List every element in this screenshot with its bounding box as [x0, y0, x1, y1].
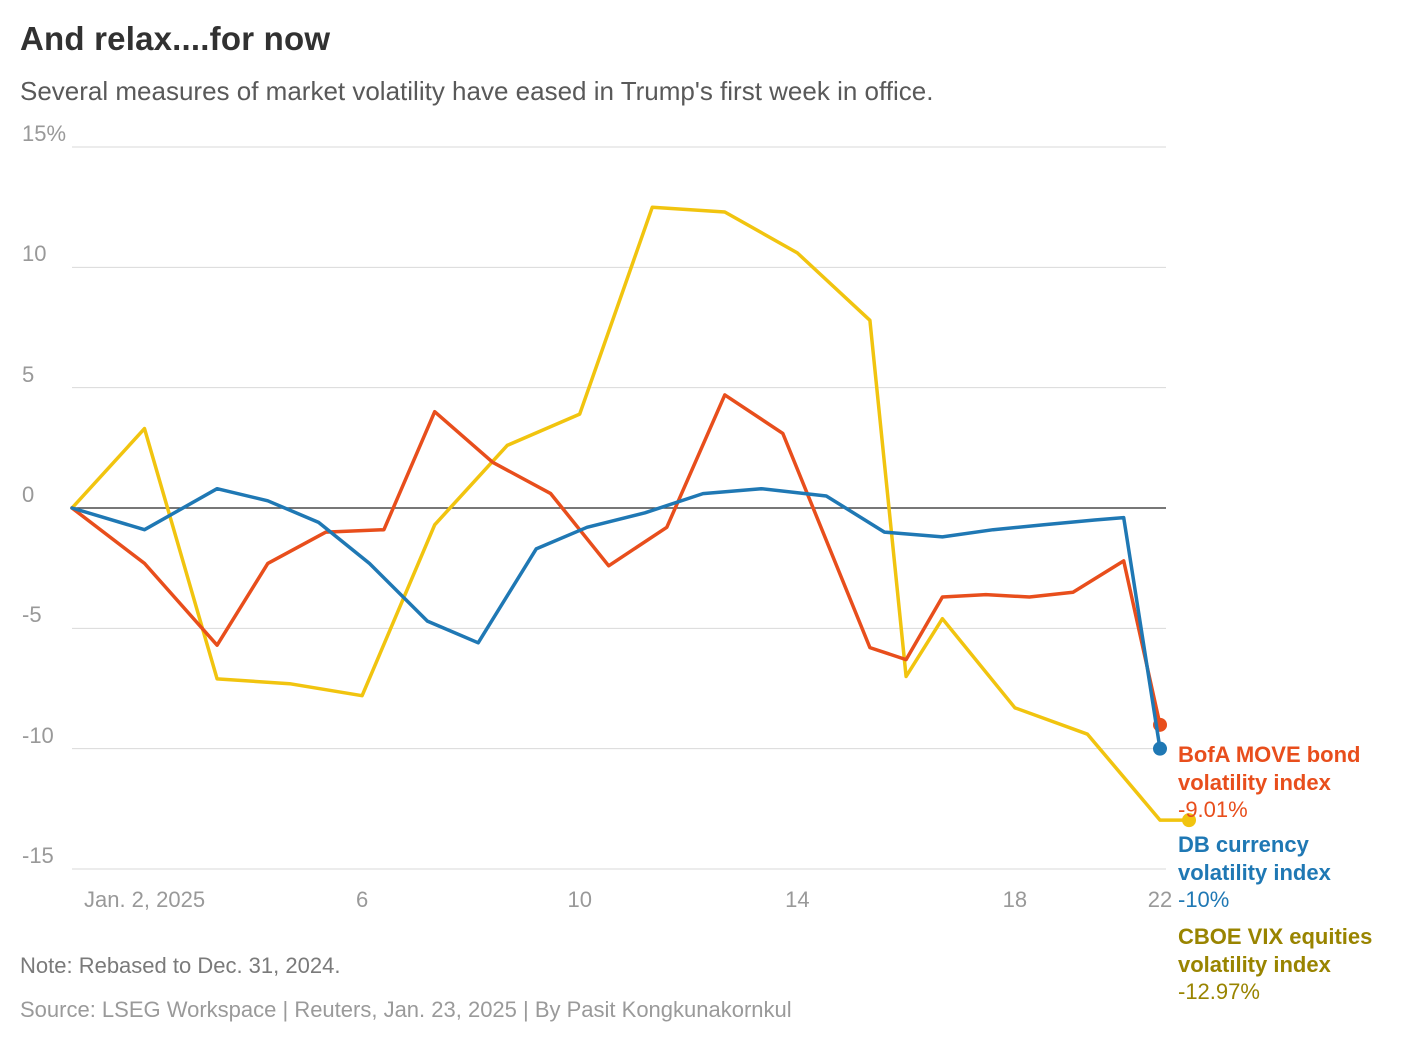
series-label-cboe_vix: CBOE VIX equitiesvolatility index-12.97% [1178, 923, 1372, 1006]
series-name: volatility index [1178, 769, 1361, 797]
series-line-bofa_move [72, 395, 1160, 725]
x-tick-label: 6 [356, 887, 368, 913]
y-tick-label: -10 [22, 723, 54, 749]
series-name: volatility index [1178, 951, 1372, 979]
x-tick-label: Jan. 2, 2025 [84, 887, 205, 913]
series-line-cboe_vix [72, 207, 1189, 820]
line-chart: -15-10-5051015%Jan. 2, 2025610141822BofA… [20, 131, 1392, 891]
y-tick-label: 5 [22, 362, 34, 388]
series-name: BofA MOVE bond [1178, 741, 1361, 769]
series-name: DB currency [1178, 831, 1331, 859]
x-tick-label: 22 [1148, 887, 1172, 913]
series-final-value: -10% [1178, 886, 1331, 914]
chart-subtitle: Several measures of market volatility ha… [20, 76, 1392, 107]
series-label-bofa_move: BofA MOVE bondvolatility index-9.01% [1178, 741, 1361, 824]
series-end-marker-db_currency [1153, 742, 1167, 756]
x-tick-label: 10 [567, 887, 591, 913]
y-tick-label: -15 [22, 843, 54, 869]
y-tick-label: 0 [22, 482, 34, 508]
y-tick-label: -5 [22, 602, 42, 628]
y-tick-label: 15% [22, 121, 66, 147]
series-name: CBOE VIX equities [1178, 923, 1372, 951]
series-final-value: -12.97% [1178, 978, 1372, 1006]
y-tick-label: 10 [22, 241, 46, 267]
series-name: volatility index [1178, 859, 1331, 887]
series-final-value: -9.01% [1178, 796, 1361, 824]
x-tick-label: 14 [785, 887, 809, 913]
x-tick-label: 18 [1003, 887, 1027, 913]
series-label-db_currency: DB currencyvolatility index-10% [1178, 831, 1331, 914]
chart-title: And relax....for now [20, 20, 1392, 58]
page: And relax....for now Several measures of… [0, 0, 1420, 1042]
